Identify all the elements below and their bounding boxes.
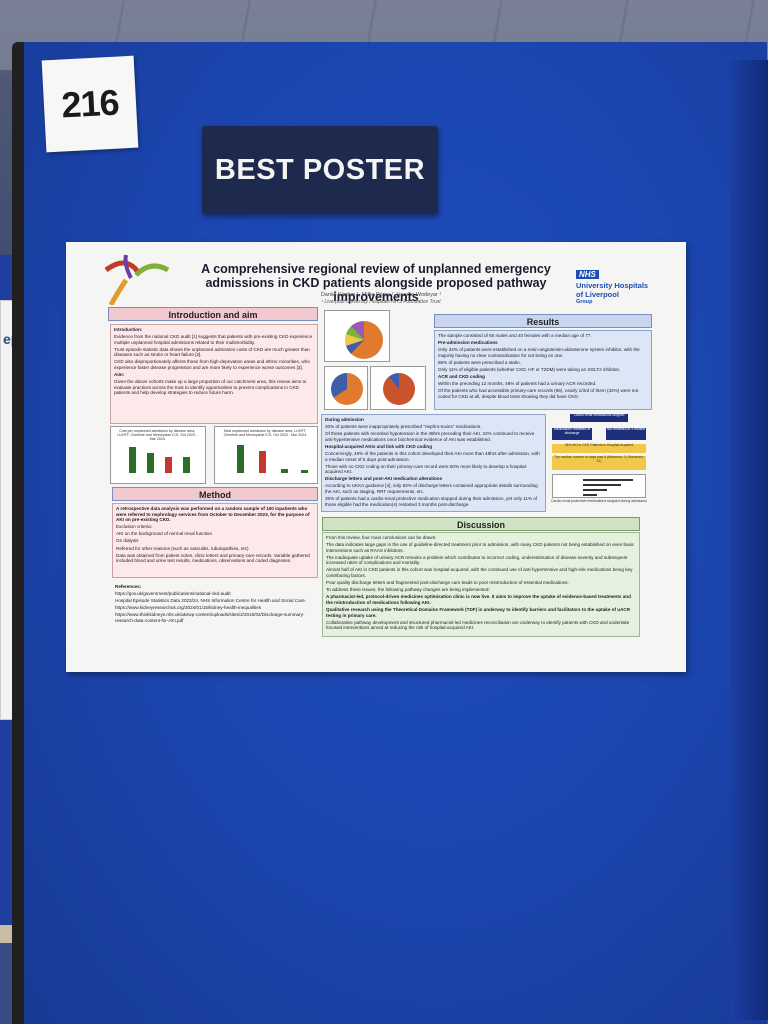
discharge-1: According to UKKA guidance [4], only 63%… <box>325 483 538 495</box>
conclusion-3: Almost half of AKI in CKD patients in th… <box>326 567 633 579</box>
intro-bullet-3: CKD also disproportionately affects thos… <box>114 359 310 371</box>
board-number-card: 216 <box>41 55 139 153</box>
intro-box: Introduction: Evidence from the national… <box>110 324 318 424</box>
during-1: 20% of patients were inappropriately pre… <box>325 424 482 430</box>
hospital-aki-2: Those with no CKD coding on their primar… <box>325 463 528 475</box>
nhs-logo: NHS University Hospitals of Liverpool Gr… <box>576 264 656 305</box>
pre-admission-3: Only 11% of eligible patients (whether C… <box>438 366 621 372</box>
aim-label: Aim: <box>114 372 125 378</box>
flow-box-3: Not restarted at 3 months <box>606 427 646 440</box>
intro-bullet-1: Evidence from the national CKD audit [1]… <box>114 334 313 345</box>
chart1-bar <box>147 453 154 473</box>
admissions-bar-chart: Total unplanned admission by disease are… <box>214 426 318 484</box>
conclusion-4: Poor quality discharge letters and fragm… <box>326 580 569 586</box>
method-main: A retrospective data analysis was perfor… <box>116 506 310 523</box>
poster-institution: ¹ Liverpool University Hospitals NHS Fou… <box>321 299 441 305</box>
reference-1: https://gov.uk/government/publications/n… <box>115 591 231 597</box>
pie-chart-small-2 <box>370 366 426 410</box>
flow-highlight-2: The median number of days was 5 (Minimum… <box>552 455 646 470</box>
results-heading: Results <box>434 314 652 328</box>
during-admission-label: During admission <box>325 417 364 422</box>
nhs-badge: NHS <box>576 270 599 279</box>
pre-admission-1: Only 34% of patients were established on… <box>438 347 640 358</box>
hospital-aki-label: Hospital-acquired AKIs and link with CKD… <box>325 443 433 449</box>
research-poster: A comprehensive regional review of unpla… <box>66 242 686 672</box>
discharge-label: Discharge letters and post-AKI medicatio… <box>325 476 443 482</box>
chart2-bar <box>301 470 308 473</box>
discussion-heading: Discussion <box>322 517 640 531</box>
flow-box-1: Cardio-renal medications stopped <box>570 413 628 422</box>
reference-2: Hospital Episode Statistics Data 2023/24… <box>115 598 306 604</box>
pie-chart-small-1 <box>324 366 368 410</box>
exclusion-1: AKI on the background of normal renal fu… <box>116 531 213 537</box>
method-heading: Method <box>112 487 318 501</box>
acr-2: Of the patients who had accessible prima… <box>438 388 639 399</box>
exclusion-3: Referred for other reasons (such as vasc… <box>116 545 249 551</box>
results-box-2: During admission 20% of patients were in… <box>321 414 546 512</box>
flow-caption: Cardio-renal protective medications stop… <box>551 499 647 503</box>
discussion-intro: From this review, four main conclusions … <box>326 535 437 540</box>
references-box: References: https://gov.uk/government/pu… <box>112 582 318 642</box>
nhs-group: Group <box>576 299 593 305</box>
aim-text: Given the above cohorts make up a large … <box>114 379 307 396</box>
chart2-bar <box>259 451 266 473</box>
flow-box-2: Medications restarted at discharge <box>552 427 592 440</box>
acr-1: Within the preceding 12 months, 46% of p… <box>438 381 597 387</box>
chart1-title: Cost per unplanned admission by disease … <box>117 429 198 441</box>
flow-mini-chart <box>552 474 646 498</box>
pie-1 <box>345 321 383 359</box>
address-text: To address these issues, the following p… <box>326 587 490 593</box>
results-box-1: The sample consisted of 60 males and 40 … <box>434 330 652 410</box>
poster-authors: Daniel Kimber ¹, Millie Prime ¹, Harsha … <box>320 292 442 298</box>
exclusion-2: On dialysis <box>116 538 139 544</box>
pre-admission-label: Pre-admission medications <box>438 340 498 346</box>
nhs-line-1: University Hospitals <box>576 281 649 290</box>
exclusion-label: Exclusion criteria: <box>116 524 152 530</box>
conference-logo-icon <box>104 254 170 305</box>
award-label: BEST POSTER <box>214 153 426 186</box>
nhs-line-2: of Liverpool <box>576 289 619 299</box>
reference-4: https://www.thinkkidneys.nhs.uk/aki/wp-c… <box>115 612 305 623</box>
reference-3: https://www.kidneyresearchuk.org/2024/01… <box>115 605 262 611</box>
results-intro: The sample consisted of 60 males and 40 … <box>438 333 592 338</box>
conclusion-2: The inadequate uptake of urinary ACR rem… <box>326 554 628 566</box>
discussion-box: From this review, four main conclusions … <box>322 532 640 637</box>
pie-3 <box>383 373 415 405</box>
pie-chart-large <box>324 310 390 362</box>
during-2: Of those patients with recorded hypotens… <box>325 431 535 442</box>
change-3: Collaborative pathway development and st… <box>326 619 630 631</box>
chart2-bar <box>281 469 288 473</box>
poster-title: A comprehensive regional review of unpla… <box>201 262 551 304</box>
method-data: Data was obtained from patient notes, cl… <box>116 552 310 564</box>
board-edge <box>730 60 768 1020</box>
chart2-title: Total unplanned admission by disease are… <box>223 429 307 437</box>
board-number: 216 <box>60 81 120 126</box>
intro-bullet-2: Trust episode statistic data shows the u… <box>114 346 310 358</box>
chart1-bar <box>129 447 136 473</box>
chart1-bar <box>183 457 190 473</box>
best-poster-sign: BEST POSTER <box>202 126 438 214</box>
chart2-bar <box>237 445 244 473</box>
cost-bar-chart: Cost per unplanned admission by disease … <box>110 426 206 484</box>
method-box: A retrospective data analysis was perfor… <box>112 503 318 578</box>
flow-highlight-1: 46% AKI in CKD Patients is Hospital Acqu… <box>552 443 646 453</box>
hospital-aki-1: Concerningly, 46% of the patients in thi… <box>325 450 540 462</box>
intro-label: Introduction: <box>114 327 143 332</box>
pie-2 <box>331 373 363 405</box>
change-1: A pharmacist-led, protocol-driven medici… <box>326 594 631 605</box>
acr-label: ACR and CKD coding <box>438 374 485 380</box>
change-2: Qualitative research using the Theoretic… <box>326 607 631 618</box>
medication-flow-diagram: Cardio-renal medications stopped Medicat… <box>550 413 648 514</box>
intro-heading: Introduction and aim <box>108 307 318 321</box>
chart1-bar <box>165 457 172 473</box>
conclusion-1: The data indicates large gaps in the use… <box>326 542 635 553</box>
references-label: References: <box>115 584 142 589</box>
pre-admission-2: 65% of patients were prescribed a statin… <box>438 359 521 365</box>
discharge-2: 35% of patients had a cardio-renal prote… <box>325 496 538 507</box>
